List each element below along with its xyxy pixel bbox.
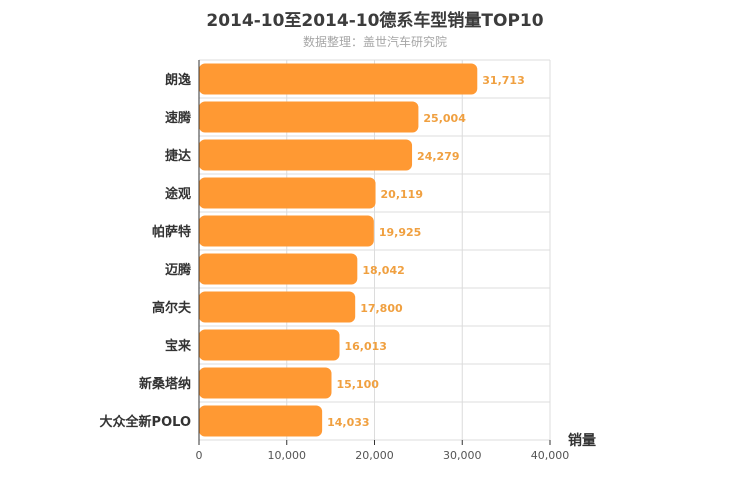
category-label: 新桑塔纳 [139,376,191,392]
data-label: 17,800 [360,302,403,315]
category-label: 大众全新POLO [100,414,191,430]
bar [199,215,374,247]
x-tick-label: 20,000 [355,449,394,462]
bar [199,101,419,133]
bars [199,63,478,437]
data-label: 15,100 [337,378,380,391]
chart-title: 2014-10至2014-10德系车型销量TOP10 [206,11,544,31]
bar [199,291,356,323]
data-label: 18,042 [362,264,404,277]
chart-subtitle: 数据整理：盖世汽车研究院 [302,35,447,49]
category-label: 朗逸 [165,72,191,88]
x-tick-labels: 0 10,000 20,000 30,000 40,000 [196,440,570,462]
x-tick-label: 0 [196,449,203,462]
bar [199,63,478,95]
category-label: 迈腾 [165,262,192,278]
bar [199,367,332,399]
data-label: 20,119 [381,188,423,201]
bar [199,177,376,209]
data-label: 24,279 [417,150,459,163]
data-label: 19,925 [379,226,421,239]
bar [199,139,413,171]
category-label: 捷达 [165,148,191,164]
data-label: 31,713 [482,74,524,87]
bar [199,253,358,285]
category-label: 途观 [165,186,191,202]
x-tick-label: 40,000 [531,449,570,462]
category-label: 速腾 [165,110,192,126]
data-label: 16,013 [345,340,387,353]
x-tick-label: 30,000 [443,449,482,462]
data-label: 14,033 [327,416,369,429]
category-label: 宝来 [165,338,192,354]
x-tick-label: 10,000 [268,449,307,462]
bar [199,329,340,361]
data-label: 25,004 [423,112,466,125]
data-labels: 31,713 25,004 24,279 20,119 19,925 18,042 17,8… [327,74,525,429]
category-label: 高尔夫 [152,300,192,316]
category-label: 帕萨特 [152,224,191,240]
bar [199,405,323,437]
x-axis-label: 销量 [568,432,596,449]
